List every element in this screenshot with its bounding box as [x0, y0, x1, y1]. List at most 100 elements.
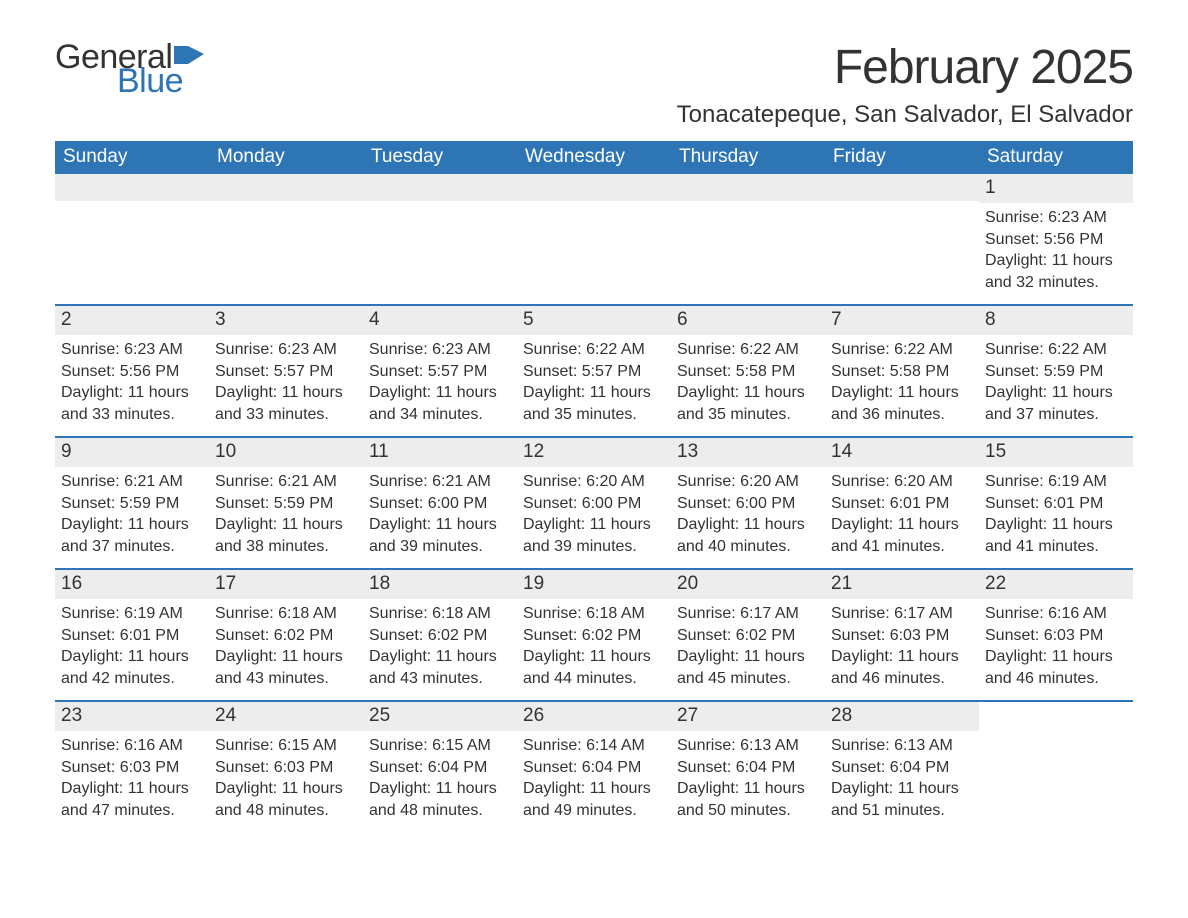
sunrise-text: Sunrise: 6:22 AM: [831, 339, 973, 361]
day-number: 13: [671, 438, 825, 467]
calendar-day: 24Sunrise: 6:15 AMSunset: 6:03 PMDayligh…: [209, 702, 363, 832]
day-details: Sunrise: 6:22 AMSunset: 5:57 PMDaylight:…: [517, 335, 671, 427]
day-number: 10: [209, 438, 363, 467]
calendar-day: 7Sunrise: 6:22 AMSunset: 5:58 PMDaylight…: [825, 306, 979, 436]
day-details: Sunrise: 6:16 AMSunset: 6:03 PMDaylight:…: [55, 731, 209, 823]
calendar-day: [55, 174, 209, 304]
calendar-day: 22Sunrise: 6:16 AMSunset: 6:03 PMDayligh…: [979, 570, 1133, 700]
day-number: [517, 174, 671, 201]
sunrise-text: Sunrise: 6:16 AM: [985, 603, 1127, 625]
calendar-day: 23Sunrise: 6:16 AMSunset: 6:03 PMDayligh…: [55, 702, 209, 832]
calendar-day: 17Sunrise: 6:18 AMSunset: 6:02 PMDayligh…: [209, 570, 363, 700]
day-number: [55, 174, 209, 201]
daylight-text: Daylight: 11 hours and 41 minutes.: [831, 514, 973, 557]
sunrise-text: Sunrise: 6:18 AM: [523, 603, 665, 625]
daylight-text: Daylight: 11 hours and 32 minutes.: [985, 250, 1127, 293]
daylight-text: Daylight: 11 hours and 50 minutes.: [677, 778, 819, 821]
day-details: Sunrise: 6:14 AMSunset: 6:04 PMDaylight:…: [517, 731, 671, 823]
day-number: 12: [517, 438, 671, 467]
sunset-text: Sunset: 6:00 PM: [523, 493, 665, 515]
calendar-day: 10Sunrise: 6:21 AMSunset: 5:59 PMDayligh…: [209, 438, 363, 568]
daylight-text: Daylight: 11 hours and 48 minutes.: [215, 778, 357, 821]
daylight-text: Daylight: 11 hours and 43 minutes.: [215, 646, 357, 689]
calendar-grid: Sunday Monday Tuesday Wednesday Thursday…: [55, 141, 1133, 832]
sunrise-text: Sunrise: 6:23 AM: [215, 339, 357, 361]
calendar-day: 13Sunrise: 6:20 AMSunset: 6:00 PMDayligh…: [671, 438, 825, 568]
day-details: Sunrise: 6:23 AMSunset: 5:57 PMDaylight:…: [209, 335, 363, 427]
sunrise-text: Sunrise: 6:13 AM: [677, 735, 819, 757]
daylight-text: Daylight: 11 hours and 43 minutes.: [369, 646, 511, 689]
calendar-day: 15Sunrise: 6:19 AMSunset: 6:01 PMDayligh…: [979, 438, 1133, 568]
sunrise-text: Sunrise: 6:15 AM: [369, 735, 511, 757]
sunrise-text: Sunrise: 6:16 AM: [61, 735, 203, 757]
calendar-page: General Blue February 2025 Tonacatepeque…: [0, 0, 1188, 882]
sunrise-text: Sunrise: 6:23 AM: [985, 207, 1127, 229]
day-number: [979, 702, 1133, 729]
sunset-text: Sunset: 6:02 PM: [677, 625, 819, 647]
calendar-day: 3Sunrise: 6:23 AMSunset: 5:57 PMDaylight…: [209, 306, 363, 436]
daylight-text: Daylight: 11 hours and 38 minutes.: [215, 514, 357, 557]
calendar-day: 25Sunrise: 6:15 AMSunset: 6:04 PMDayligh…: [363, 702, 517, 832]
daylight-text: Daylight: 11 hours and 41 minutes.: [985, 514, 1127, 557]
daylight-text: Daylight: 11 hours and 36 minutes.: [831, 382, 973, 425]
sunset-text: Sunset: 6:04 PM: [369, 757, 511, 779]
day-details: Sunrise: 6:18 AMSunset: 6:02 PMDaylight:…: [363, 599, 517, 691]
day-number: [671, 174, 825, 201]
sunrise-text: Sunrise: 6:21 AM: [369, 471, 511, 493]
calendar-day: 11Sunrise: 6:21 AMSunset: 6:00 PMDayligh…: [363, 438, 517, 568]
day-number: 6: [671, 306, 825, 335]
daylight-text: Daylight: 11 hours and 42 minutes.: [61, 646, 203, 689]
month-title: February 2025: [677, 40, 1133, 95]
sunset-text: Sunset: 6:01 PM: [831, 493, 973, 515]
sunrise-text: Sunrise: 6:19 AM: [985, 471, 1127, 493]
daylight-text: Daylight: 11 hours and 39 minutes.: [369, 514, 511, 557]
dow-friday: Friday: [825, 141, 979, 174]
daylight-text: Daylight: 11 hours and 45 minutes.: [677, 646, 819, 689]
day-details: Sunrise: 6:23 AMSunset: 5:57 PMDaylight:…: [363, 335, 517, 427]
day-details: Sunrise: 6:22 AMSunset: 5:58 PMDaylight:…: [671, 335, 825, 427]
calendar-day: 27Sunrise: 6:13 AMSunset: 6:04 PMDayligh…: [671, 702, 825, 832]
sunset-text: Sunset: 5:57 PM: [215, 361, 357, 383]
calendar-day: 8Sunrise: 6:22 AMSunset: 5:59 PMDaylight…: [979, 306, 1133, 436]
sunrise-text: Sunrise: 6:22 AM: [523, 339, 665, 361]
calendar-day: [825, 174, 979, 304]
day-number: [209, 174, 363, 201]
sunrise-text: Sunrise: 6:15 AM: [215, 735, 357, 757]
calendar-day: [517, 174, 671, 304]
day-details: Sunrise: 6:23 AMSunset: 5:56 PMDaylight:…: [979, 203, 1133, 295]
brand-word-2: Blue: [117, 64, 204, 98]
sunrise-text: Sunrise: 6:20 AM: [677, 471, 819, 493]
header-row: General Blue February 2025 Tonacatepeque…: [55, 40, 1133, 129]
sunrise-text: Sunrise: 6:17 AM: [677, 603, 819, 625]
sunset-text: Sunset: 6:03 PM: [215, 757, 357, 779]
day-details: Sunrise: 6:19 AMSunset: 6:01 PMDaylight:…: [979, 467, 1133, 559]
day-number: 7: [825, 306, 979, 335]
daylight-text: Daylight: 11 hours and 46 minutes.: [831, 646, 973, 689]
sunrise-text: Sunrise: 6:20 AM: [831, 471, 973, 493]
calendar-week: 16Sunrise: 6:19 AMSunset: 6:01 PMDayligh…: [55, 568, 1133, 700]
calendar-day: 1Sunrise: 6:23 AMSunset: 5:56 PMDaylight…: [979, 174, 1133, 304]
day-details: Sunrise: 6:23 AMSunset: 5:56 PMDaylight:…: [55, 335, 209, 427]
calendar-day: 14Sunrise: 6:20 AMSunset: 6:01 PMDayligh…: [825, 438, 979, 568]
sunrise-text: Sunrise: 6:21 AM: [61, 471, 203, 493]
calendar-day: 28Sunrise: 6:13 AMSunset: 6:04 PMDayligh…: [825, 702, 979, 832]
daylight-text: Daylight: 11 hours and 35 minutes.: [523, 382, 665, 425]
day-number: 17: [209, 570, 363, 599]
calendar-day: 26Sunrise: 6:14 AMSunset: 6:04 PMDayligh…: [517, 702, 671, 832]
day-details: Sunrise: 6:18 AMSunset: 6:02 PMDaylight:…: [209, 599, 363, 691]
calendar-day: [209, 174, 363, 304]
day-number: 23: [55, 702, 209, 731]
sunset-text: Sunset: 6:04 PM: [677, 757, 819, 779]
location-text: Tonacatepeque, San Salvador, El Salvador: [677, 101, 1133, 129]
day-number: [825, 174, 979, 201]
day-details: Sunrise: 6:17 AMSunset: 6:03 PMDaylight:…: [825, 599, 979, 691]
daylight-text: Daylight: 11 hours and 37 minutes.: [61, 514, 203, 557]
day-details: Sunrise: 6:15 AMSunset: 6:03 PMDaylight:…: [209, 731, 363, 823]
day-number: 21: [825, 570, 979, 599]
dow-tuesday: Tuesday: [363, 141, 517, 174]
day-number: 28: [825, 702, 979, 731]
day-details: Sunrise: 6:21 AMSunset: 5:59 PMDaylight:…: [55, 467, 209, 559]
sunset-text: Sunset: 6:04 PM: [831, 757, 973, 779]
day-number: 1: [979, 174, 1133, 203]
calendar-day: 16Sunrise: 6:19 AMSunset: 6:01 PMDayligh…: [55, 570, 209, 700]
